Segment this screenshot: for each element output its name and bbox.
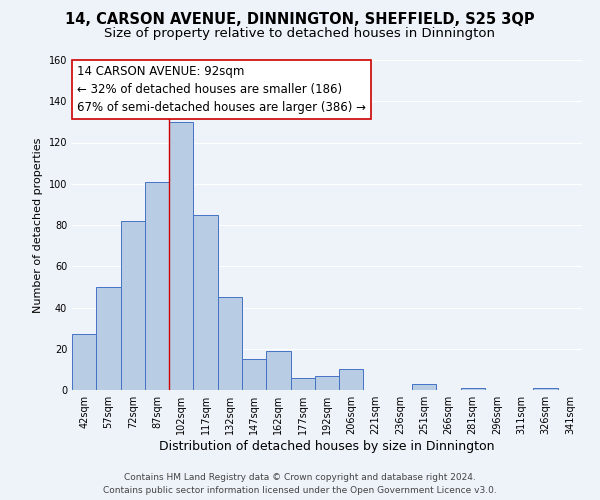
Text: Contains HM Land Registry data © Crown copyright and database right 2024.
Contai: Contains HM Land Registry data © Crown c… bbox=[103, 474, 497, 495]
Y-axis label: Number of detached properties: Number of detached properties bbox=[33, 138, 43, 312]
Bar bbox=[145, 182, 169, 390]
Bar bbox=[315, 376, 339, 390]
Text: 14, CARSON AVENUE, DINNINGTON, SHEFFIELD, S25 3QP: 14, CARSON AVENUE, DINNINGTON, SHEFFIELD… bbox=[65, 12, 535, 28]
Bar bbox=[266, 351, 290, 390]
Bar bbox=[412, 384, 436, 390]
Bar bbox=[72, 334, 96, 390]
Bar bbox=[533, 388, 558, 390]
Text: 14 CARSON AVENUE: 92sqm
← 32% of detached houses are smaller (186)
67% of semi-d: 14 CARSON AVENUE: 92sqm ← 32% of detache… bbox=[77, 65, 366, 114]
Bar bbox=[218, 297, 242, 390]
Bar bbox=[461, 388, 485, 390]
X-axis label: Distribution of detached houses by size in Dinnington: Distribution of detached houses by size … bbox=[159, 440, 495, 453]
Bar bbox=[169, 122, 193, 390]
Bar bbox=[121, 221, 145, 390]
Bar bbox=[193, 214, 218, 390]
Bar bbox=[339, 370, 364, 390]
Bar bbox=[242, 359, 266, 390]
Text: Size of property relative to detached houses in Dinnington: Size of property relative to detached ho… bbox=[104, 28, 496, 40]
Bar bbox=[96, 287, 121, 390]
Bar bbox=[290, 378, 315, 390]
